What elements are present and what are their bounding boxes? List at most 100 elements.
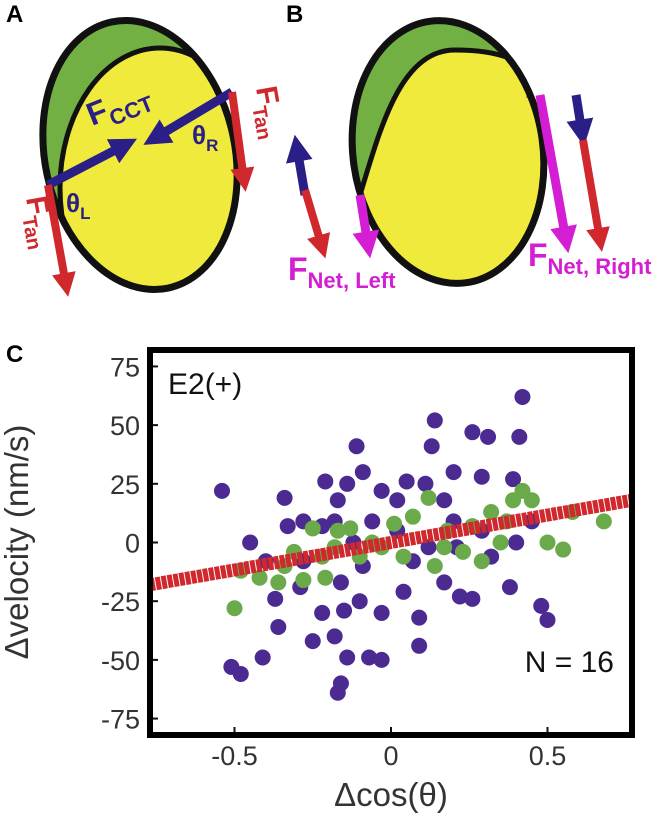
point <box>445 464 462 481</box>
point <box>348 438 365 455</box>
plot-area <box>148 388 634 701</box>
point <box>339 649 356 666</box>
point <box>389 492 406 509</box>
point <box>242 534 259 551</box>
point <box>436 492 453 509</box>
arrow <box>579 139 610 252</box>
cell-outline <box>39 17 241 293</box>
y-tick-label: 50 <box>110 411 140 441</box>
point <box>505 471 522 488</box>
annotation: N = 16 <box>525 646 614 679</box>
arrow <box>352 194 380 259</box>
point <box>398 473 415 490</box>
point <box>361 649 378 666</box>
point <box>523 492 540 509</box>
point <box>426 557 443 574</box>
point <box>295 572 312 589</box>
point <box>501 579 518 596</box>
arrow <box>228 91 255 192</box>
point <box>326 628 343 645</box>
label: θL <box>66 188 90 223</box>
point <box>420 489 437 506</box>
point <box>411 637 428 654</box>
point <box>267 590 284 607</box>
y-axis-label: Δvelocity (nm/s) <box>0 425 35 660</box>
point <box>514 388 531 405</box>
point <box>251 569 268 586</box>
point <box>342 520 359 537</box>
point <box>304 633 321 650</box>
point <box>329 522 346 539</box>
y-tick-label: 0 <box>125 529 140 559</box>
x-tick-label: 0 <box>383 741 398 771</box>
arrow <box>535 94 577 254</box>
point <box>464 424 481 441</box>
arrow <box>301 188 331 259</box>
arrow <box>285 134 313 196</box>
point <box>595 513 612 530</box>
point <box>226 600 243 617</box>
point <box>505 492 522 509</box>
point <box>480 428 497 445</box>
label: FNet, Left <box>288 251 396 293</box>
arrow <box>566 94 594 147</box>
point <box>304 520 321 537</box>
cell-outline <box>348 17 548 287</box>
fit-line <box>148 493 634 592</box>
point <box>454 543 471 560</box>
label: FNet, Right <box>528 237 652 279</box>
label: FTan <box>14 193 61 251</box>
panel-label: A <box>6 1 23 28</box>
point <box>451 588 468 605</box>
x-tick-label: -0.5 <box>211 741 258 771</box>
point <box>339 475 356 492</box>
y-tick-label: -75 <box>101 705 140 735</box>
point <box>473 553 490 570</box>
arrow <box>44 184 76 297</box>
y-tick-label: -25 <box>101 587 140 617</box>
point <box>373 604 390 621</box>
point <box>317 569 334 586</box>
point <box>508 534 525 551</box>
point <box>555 541 572 558</box>
point <box>276 489 293 506</box>
point <box>279 518 296 535</box>
x-tick-label: 0.5 <box>529 741 567 771</box>
point <box>332 675 349 692</box>
point <box>332 574 349 591</box>
point <box>364 513 381 530</box>
panel-b: B FNet, Left FNet, Right <box>285 1 652 296</box>
arrow <box>45 138 137 189</box>
point <box>386 515 403 532</box>
y-tick-label: -50 <box>101 646 140 676</box>
point <box>492 534 509 551</box>
point <box>511 428 528 445</box>
point <box>411 609 428 626</box>
point <box>483 503 500 520</box>
point <box>329 492 346 509</box>
point <box>539 611 556 628</box>
y-tick-label: 25 <box>110 470 140 500</box>
point <box>395 548 412 565</box>
point <box>213 482 230 499</box>
y-tick-label: 75 <box>110 352 140 382</box>
panel-label: C <box>6 341 23 368</box>
panel-label: B <box>286 1 303 28</box>
label: FTan <box>244 83 291 141</box>
point <box>539 534 556 551</box>
point <box>354 464 371 481</box>
point <box>436 539 453 556</box>
point <box>314 604 331 621</box>
label: θR <box>192 120 218 155</box>
scatter-chart: C Δvelocity (nm/s) Δcos(θ) E2(+) N = 16 … <box>0 341 635 813</box>
plot-frame <box>147 347 635 738</box>
point <box>436 574 453 591</box>
point <box>395 583 412 600</box>
x-axis-label: Δcos(θ) <box>334 776 448 813</box>
point <box>373 651 390 668</box>
point <box>270 574 287 591</box>
point <box>423 438 440 455</box>
point <box>404 508 421 525</box>
point <box>473 468 490 485</box>
